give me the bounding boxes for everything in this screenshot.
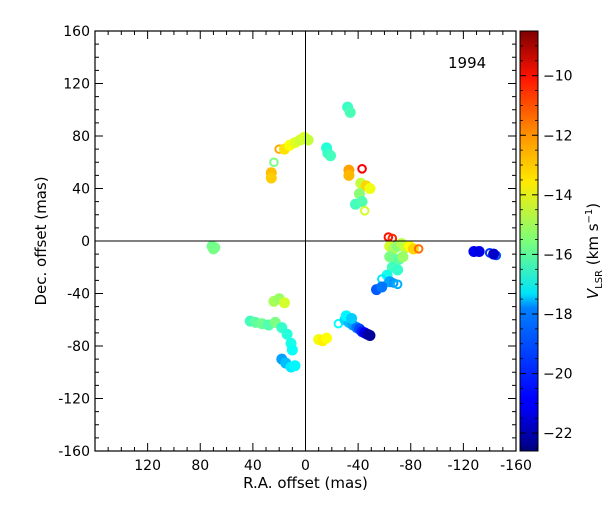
maser-spot <box>397 251 409 263</box>
maser-spot-open <box>392 279 403 290</box>
maser-spot <box>364 330 376 341</box>
x-axis-label: R.A. offset (mas) <box>243 474 368 492</box>
x-tick-label: 80 <box>191 458 209 474</box>
y-tick-label: -40 <box>67 287 90 303</box>
colorbar-label-close: ) <box>584 203 602 209</box>
maser-spot <box>356 196 368 208</box>
x-tick-label: 0 <box>301 458 310 474</box>
y-tick-label: 120 <box>63 77 90 93</box>
colorbar-tick-label: −18 <box>543 307 573 323</box>
maser-spot <box>302 134 314 146</box>
maser-spot <box>321 332 333 344</box>
y-tick-label: 160 <box>63 24 90 40</box>
x-tick-label: -40 <box>347 458 370 474</box>
y-tick-label: -80 <box>67 339 90 355</box>
maser-spot <box>343 169 355 181</box>
maser-spot-open <box>359 206 370 216</box>
maser-spot-open <box>413 244 424 254</box>
maser-spots <box>206 101 502 373</box>
maser-spot <box>278 297 290 309</box>
epoch-annotation: 1994 <box>448 54 486 72</box>
x-tick-label: -160 <box>500 458 532 474</box>
colorbar-ticks: −10 −12 −14 −16 −18 −20 −22 <box>520 30 573 449</box>
colorbar: −10 −12 −14 −16 −18 −20 −22 VLSR (km s−1) <box>519 30 605 452</box>
maser-spot <box>392 264 404 276</box>
x-tick-label: 40 <box>244 458 262 474</box>
colorbar-tick-label: −14 <box>543 188 573 204</box>
x-tick-label: -120 <box>447 458 479 474</box>
plot-frame <box>94 30 517 452</box>
maser-spot <box>289 360 301 372</box>
maser-spot <box>473 246 485 257</box>
y-axis-label: Dec. offset (mas) <box>32 176 50 305</box>
colorbar-tick-label: −16 <box>543 247 573 263</box>
maser-spot <box>344 106 356 118</box>
y-tick-label: -160 <box>58 444 90 460</box>
colorbar-tick-label: −10 <box>543 69 573 85</box>
colorbar-label-unit: (km s <box>584 223 602 270</box>
x-tick-label: -80 <box>399 458 422 474</box>
colorbar-tick-label: −12 <box>543 128 573 144</box>
maser-spot-open <box>269 157 279 168</box>
colorbar-label-sub: LSR <box>594 270 605 289</box>
y-tick-label: 0 <box>81 234 90 250</box>
colorbar-gradient <box>519 30 539 452</box>
axes: 120 80 40 0 -40 -80 -120 -160 160 120 80 40 0 -40 -80 -… <box>58 24 532 474</box>
maser-spot <box>209 242 221 254</box>
maser-spot <box>281 328 293 340</box>
y-tick-label: -120 <box>58 392 90 408</box>
y-tick-label: 80 <box>72 129 90 145</box>
colorbar-tick-label: −20 <box>543 367 573 383</box>
maser-spot <box>376 281 388 293</box>
colorbar-tick-label: −22 <box>543 426 573 442</box>
maser-spot <box>324 150 336 162</box>
maser-spot-open <box>357 164 367 174</box>
maser-spot <box>346 312 358 324</box>
maser-spot <box>364 183 376 194</box>
maser-spot <box>265 172 277 184</box>
maser-spot <box>488 248 500 260</box>
colorbar-label-exp: −1 <box>584 209 595 224</box>
colorbar-label-main: V <box>584 287 602 299</box>
colorbar-label: VLSR (km s−1) <box>584 203 605 299</box>
y-tick-label: 40 <box>72 182 90 198</box>
x-tick-label: 120 <box>134 458 161 474</box>
maser-spot <box>286 344 298 356</box>
